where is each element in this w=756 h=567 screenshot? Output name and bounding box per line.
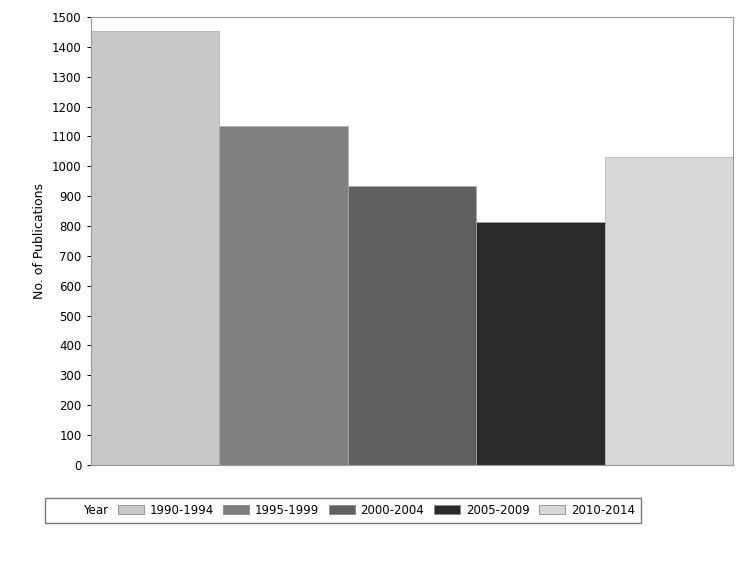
Bar bbox=[348, 186, 476, 465]
Bar bbox=[605, 158, 733, 465]
Bar bbox=[219, 126, 348, 465]
Bar bbox=[476, 222, 605, 465]
Legend: Year, 1990-1994, 1995-1999, 2000-2004, 2005-2009, 2010-2014: Year, 1990-1994, 1995-1999, 2000-2004, 2… bbox=[45, 498, 640, 523]
Bar bbox=[91, 31, 219, 465]
Y-axis label: No. of Publications: No. of Publications bbox=[33, 183, 46, 299]
